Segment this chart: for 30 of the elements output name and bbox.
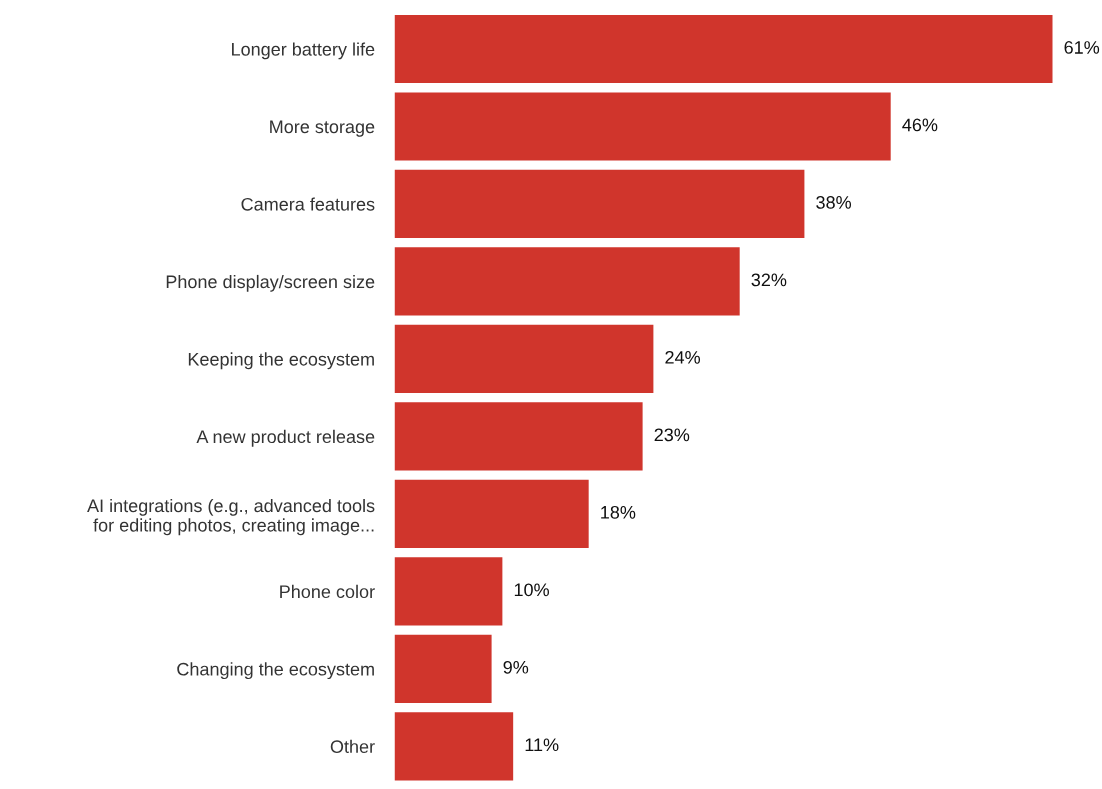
data-label: 46% [902,118,938,132]
bar [394,712,514,781]
y-tick-label: Camera features [241,197,375,211]
bar [394,557,503,626]
y-tick-label: Phone color [280,584,375,599]
y-tick-label: A new product release [196,429,375,447]
y-tick-label: Longer battery life [232,42,375,60]
data-label: 24% [665,350,700,364]
bar [394,479,589,548]
data-label: 23% [654,428,690,442]
y-tick-label: Keeping the ecosystem [188,352,374,370]
data-label: 9% [503,660,529,674]
bar [394,14,1053,84]
y-tick-label: Phone display/screen size [166,274,375,292]
data-label: 38% [816,196,852,209]
bar [394,402,643,471]
data-label: 32% [751,273,787,287]
y-tick-label: Changing the ecosystem [177,662,374,680]
data-label: 10% [514,583,549,597]
data-label: 61% [1064,41,1100,54]
bar [394,247,740,316]
y-tick-label: Other [330,739,375,754]
data-label: 11% [525,738,559,752]
data-label: 18% [601,505,636,519]
bar [394,92,891,161]
bar [394,634,492,703]
y-tick-label: AI integrations (e.g., advanced tools for editing photos, creating image... [87,498,375,536]
bar [394,169,805,239]
y-tick-label: More storage [270,120,375,137]
bar [394,324,654,394]
